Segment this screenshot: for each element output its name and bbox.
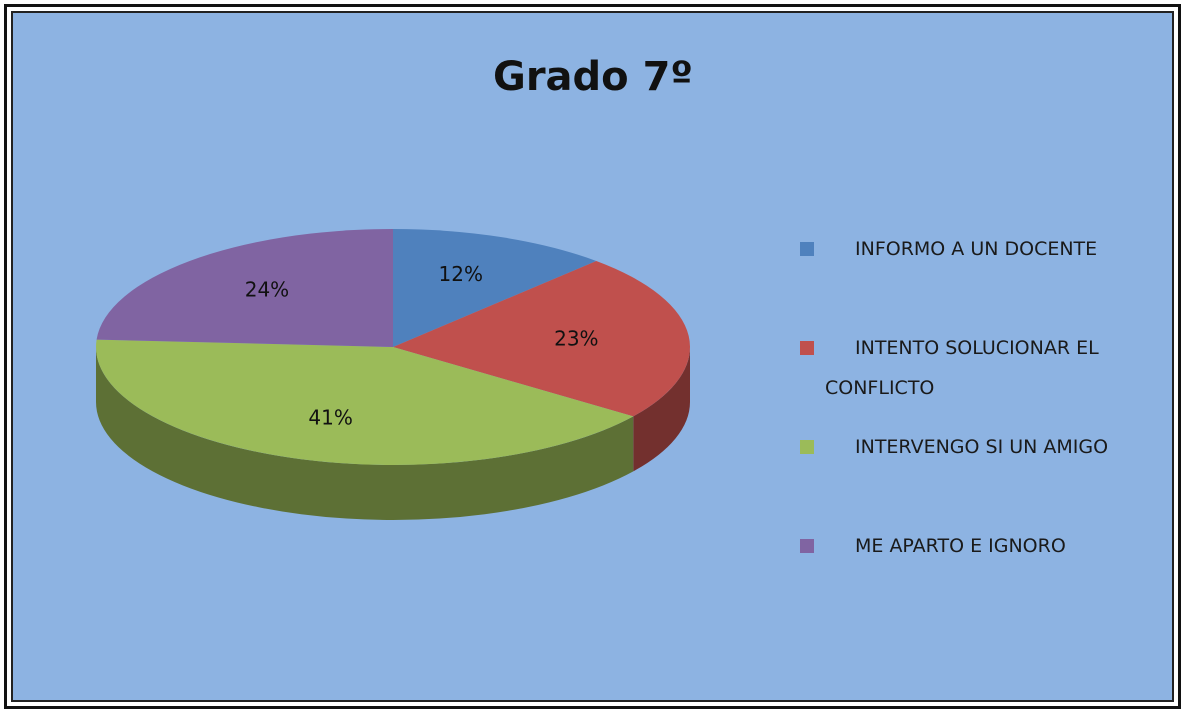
legend-label: INFORMO A UN DOCENTE (855, 238, 1098, 260)
slice (393, 260, 690, 417)
legend-label: ME APARTO E IGNORO (855, 535, 1066, 557)
slice (95, 339, 634, 466)
legend-entry: INTENTO SOLUCIONAR EL CONFLICTO (800, 328, 1165, 408)
chart-title: Grado 7º (493, 54, 693, 100)
legend-entry: ME APARTO E IGNORO (800, 526, 1165, 566)
legend-swatch (800, 341, 814, 355)
legend-swatch (800, 440, 814, 454)
legend-swatch (800, 539, 814, 553)
chart: Grado 7º 12% 23% 41% 24% (95, 54, 693, 520)
slice-side (96, 347, 634, 520)
slice-side (633, 347, 690, 472)
data-label: 12% (439, 262, 483, 286)
legend-entry: INTERVENGO SI UN AMIGO (800, 427, 1165, 467)
slice (393, 229, 597, 347)
legend-label: INTERVENGO SI UN AMIGO (855, 436, 1109, 458)
data-label: 41% (308, 406, 352, 430)
legend-entry: INFORMO A UN DOCENTE (800, 229, 1165, 269)
chart-area: Grado 7º 12% 23% 41% 24% INFORMO A UN DOCEN… (11, 11, 1174, 702)
slice (96, 229, 393, 347)
data-label: 24% (245, 278, 289, 302)
data-label: 23% (554, 326, 598, 350)
legend-label: INTENTO SOLUCIONAR EL CONFLICTO (825, 337, 1099, 399)
frame: Grado 7º 12% 23% 41% 24% INFORMO A UN DOCEN… (4, 4, 1181, 709)
legend-swatch (800, 242, 814, 256)
